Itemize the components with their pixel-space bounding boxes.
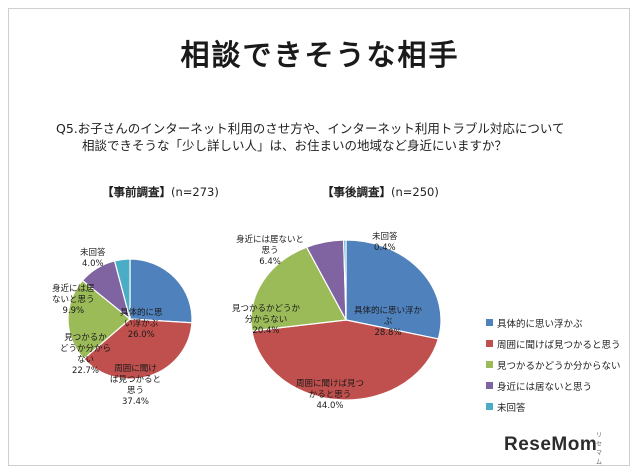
pre-chart-title: 【事前調査】(n=273) xyxy=(102,184,219,200)
post-label-concrete: 具体的に思い浮か ぶ 28.8% xyxy=(354,295,422,350)
pre-label-no-answer-text: 未回答 xyxy=(80,248,106,258)
legend-swatch xyxy=(486,340,493,347)
legend-label: 具体的に思い浮かぶ xyxy=(497,318,583,330)
pre-chart-title-n: (n=273) xyxy=(171,185,219,199)
legend-label: 身近には居ないと思う xyxy=(497,381,593,393)
pre-label-ask-around-text: 周囲に聞け ば見つかると 思う xyxy=(110,364,162,396)
legend-item: 身近には居ないと思う xyxy=(486,375,621,396)
post-label-none-nearby-text: 身近には居ないと 思う xyxy=(236,235,305,256)
pre-label-no-answer: 未回答 4.0% xyxy=(80,237,106,281)
legend-item: 周囲に聞けば見つかると思う xyxy=(486,333,621,354)
pre-label-concrete: 具体的に思 い浮かぶ 26.0% xyxy=(120,297,163,352)
slide-frame xyxy=(8,8,630,466)
legend-item: 具体的に思い浮かぶ xyxy=(486,312,621,333)
post-label-none-nearby: 身近には居ないと 思う 6.4% xyxy=(236,224,304,279)
pre-pie xyxy=(67,258,193,380)
question-line-1: Q5.お子さんのインターネット利用のさせ方や、インターネット利用トラブル対応につ… xyxy=(56,121,565,136)
pre-slice-unsure xyxy=(67,279,131,360)
post-slice-ask-around xyxy=(251,319,440,401)
pre-label-unsure: 見つかるか どうか分から ない 22.7% xyxy=(60,322,111,388)
pre-label-none-nearby: 身近には居 ないと思う 9.9% xyxy=(52,273,95,328)
pre-slice-ask-around xyxy=(82,318,193,380)
resemom-logo: ReseMom リセマム xyxy=(504,433,602,466)
legend-label: 見つかるかどうか分からない xyxy=(497,360,621,372)
post-label-no-answer-value: 0.4% xyxy=(373,243,396,253)
logo-text: ReseMom xyxy=(504,434,598,455)
question-text: Q5.お子さんのインターネット利用のさせ方や、インターネット利用トラブル対応につ… xyxy=(56,120,596,154)
pre-label-ask-around-value: 37.4% xyxy=(122,397,150,407)
pre-label-concrete-value: 26.0% xyxy=(127,330,155,340)
legend-swatch xyxy=(486,403,493,410)
legend-label: 未回答 xyxy=(497,402,526,414)
post-label-no-answer: 未回答 0.4% xyxy=(372,221,398,265)
post-label-concrete-text: 具体的に思い浮か ぶ xyxy=(354,306,423,327)
pre-label-no-answer-value: 4.0% xyxy=(81,259,104,269)
post-slice-no-answer xyxy=(342,239,347,321)
post-label-no-answer-text: 未回答 xyxy=(372,232,398,242)
post-label-ask-around-value: 44.0% xyxy=(316,401,344,411)
pre-label-none-nearby-value: 9.9% xyxy=(62,306,85,316)
legend-swatch xyxy=(486,319,493,326)
legend: 具体的に思い浮かぶ 周囲に聞けば見つかると思う 見つかるかどうか分からない 身近… xyxy=(486,312,621,417)
page-title: 相談できそうな相手 xyxy=(180,38,460,72)
pre-label-unsure-value: 22.7% xyxy=(72,366,100,376)
legend-swatch xyxy=(486,382,493,389)
post-label-unsure-value: 20.4% xyxy=(252,326,280,336)
post-label-unsure: 見つかるかどうか 分からない 20.4% xyxy=(232,293,300,348)
legend-label: 周囲に聞けば見つかると思う xyxy=(497,339,621,351)
post-label-ask-around: 周囲に聞けば見つ かると思う 44.0% xyxy=(296,368,364,423)
pre-slice-no-answer xyxy=(113,258,131,320)
post-label-ask-around-text: 周囲に聞けば見つ かると思う xyxy=(296,379,365,400)
post-label-none-nearby-value: 6.4% xyxy=(259,257,281,267)
post-slice-concrete xyxy=(345,239,442,340)
post-label-unsure-text: 見つかるかどうか 分からない xyxy=(232,304,301,325)
legend-swatch xyxy=(486,361,493,368)
post-chart-title-n: (n=250) xyxy=(391,185,439,199)
logo-small-text: リセマム xyxy=(596,433,603,466)
legend-item: 未回答 xyxy=(486,396,621,417)
pre-slice-concrete xyxy=(129,258,193,324)
post-chart-title: 【事後調査】(n=250) xyxy=(322,184,439,200)
post-slice-unsure xyxy=(250,246,347,332)
pre-label-concrete-text: 具体的に思 い浮かぶ xyxy=(120,308,163,329)
post-label-concrete-value: 28.8% xyxy=(374,328,402,338)
post-pie xyxy=(250,239,442,401)
pre-label-unsure-text: 見つかるか どうか分から ない xyxy=(60,333,112,365)
legend-item: 見つかるかどうか分からない xyxy=(486,354,621,375)
pre-label-ask-around: 周囲に聞け ば見つかると 思う 37.4% xyxy=(110,353,161,419)
post-chart-title-bracket: 【事後調査】 xyxy=(322,185,391,199)
pre-chart-title-bracket: 【事前調査】 xyxy=(102,185,171,199)
question-line-2: 相談できそうな「少し詳しい人」は、お住まいの地域など身近にいますか？ xyxy=(82,138,508,153)
pre-label-none-nearby-text: 身近には居 ないと思う xyxy=(52,284,95,305)
